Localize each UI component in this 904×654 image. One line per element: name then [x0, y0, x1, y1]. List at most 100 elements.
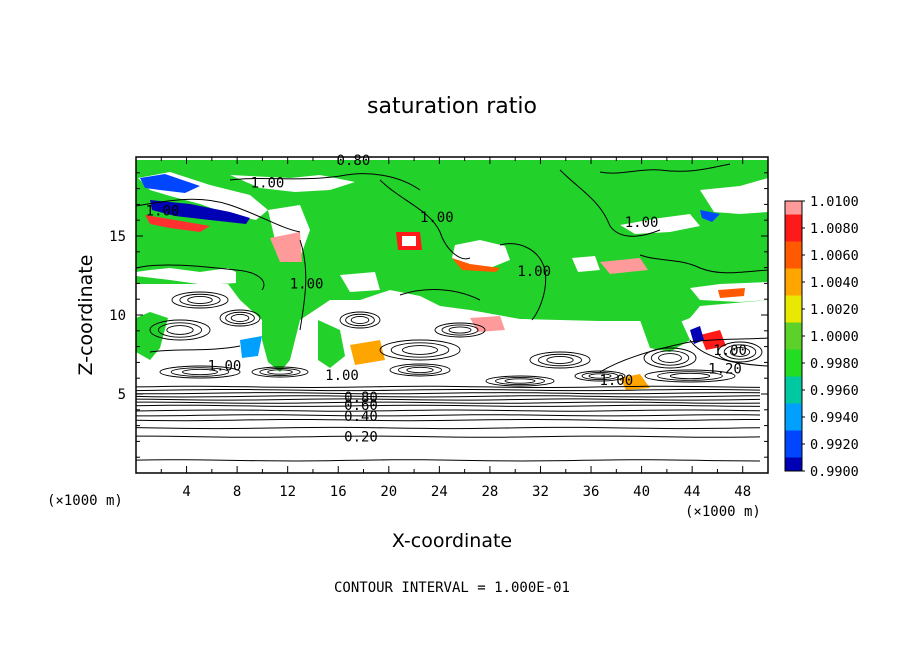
contour-line [658, 353, 682, 363]
contour-line [379, 339, 461, 361]
contour-line [529, 351, 591, 369]
field-anomaly-patch [700, 178, 768, 214]
colorbar-swatch [785, 322, 802, 337]
contour-label: 1.00 [290, 276, 324, 292]
contour-line [581, 371, 619, 381]
contour-line [136, 264, 265, 291]
x-tick-label: 32 [532, 484, 549, 500]
contour-line [251, 366, 309, 378]
contour-interval-label: CONTOUR INTERVAL = 1.000E-01 [334, 580, 570, 596]
x-tick-label: 20 [380, 484, 397, 500]
x-tick-label: 36 [583, 484, 600, 500]
contour-line [599, 163, 731, 174]
x-tick-label: 16 [330, 484, 347, 500]
field-anomaly-patch [690, 326, 704, 344]
colorbar-label: 0.9960 [810, 383, 859, 399]
contour-line [136, 419, 760, 422]
colorbar-swatch [785, 390, 802, 404]
y-axis-ticks: 5 10 15 [109, 172, 768, 458]
field-anomaly-patch [600, 258, 648, 274]
contour-line [588, 373, 612, 379]
colorbar-swatch [785, 214, 802, 229]
contour-line [171, 291, 229, 309]
saturated-tongue [640, 318, 690, 352]
contour-label: 1.00 [420, 210, 454, 226]
contour-label: 0.80 [344, 390, 378, 406]
z-unit-label: (×1000 m) [47, 493, 123, 509]
saturated-tongue [262, 260, 305, 372]
contour-line [136, 398, 761, 401]
contour-line [434, 322, 486, 338]
contour-line [599, 337, 768, 373]
contour-line [639, 254, 768, 274]
contour-line [406, 366, 434, 374]
field-anomaly-patch [700, 210, 720, 222]
field-anomaly-patch [572, 256, 600, 272]
colorbar-swatch [785, 430, 802, 445]
contour-line [159, 365, 241, 379]
contour-line [537, 353, 583, 367]
contour-line [729, 347, 751, 357]
colorbar-swatch [785, 363, 802, 377]
colorbar-swatch [785, 295, 802, 310]
colorbar-label: 1.0080 [810, 221, 859, 237]
colorbar-label: 0.9980 [810, 356, 859, 372]
contour-line [219, 309, 261, 327]
colorbar-swatch [785, 376, 802, 391]
contour-line [166, 325, 194, 335]
field-anomaly-patch [340, 272, 380, 292]
colorbar-swatch [785, 403, 802, 418]
contour-line [379, 179, 471, 260]
x-tick-label: 40 [633, 484, 650, 500]
colorbar-swatch [785, 282, 802, 296]
contour-line [441, 324, 479, 336]
field-anomaly-patch [402, 236, 416, 246]
colorbar-label: 1.0100 [810, 194, 859, 210]
contour-line [644, 369, 736, 383]
y-tick-label: 15 [109, 229, 126, 245]
x-axis-label: X-coordinate [392, 530, 512, 552]
contour-line [499, 243, 547, 321]
saturated-tongue [136, 312, 168, 360]
contour-line [345, 313, 375, 327]
dry-pocket [136, 268, 236, 285]
colorbar-label: 1.0040 [810, 275, 859, 291]
contour-line [339, 311, 381, 329]
field-anomaly-patch [718, 288, 745, 298]
contour-label: 1.00 [599, 373, 633, 389]
contour-label: 1.00 [625, 215, 659, 231]
x-tick-label: 44 [684, 484, 701, 500]
colorbar-swatch [785, 457, 802, 472]
colorbar-label: 0.9940 [810, 410, 859, 426]
contour-line [181, 368, 219, 376]
contour-line [149, 345, 241, 353]
dry-band [136, 284, 768, 373]
contour-line [136, 409, 761, 412]
contour-line [657, 371, 723, 381]
contour-labels: 0.200.400.600.800.801.001.00 1.00 1.001.00… [146, 153, 747, 446]
field-anomaly-patch [350, 340, 385, 365]
field-anomaly-patch [230, 175, 355, 192]
contour-line [259, 367, 301, 377]
colorbar-swatch [785, 228, 802, 242]
contour-line [136, 435, 761, 438]
colorbar-swatch [785, 349, 802, 364]
contour-line [299, 239, 307, 331]
colorbar-swatch [785, 268, 802, 283]
contour-line [136, 389, 761, 392]
contour-label: 0.20 [344, 430, 378, 446]
y-tick-label: 10 [109, 308, 126, 324]
contour-label: 0.80 [337, 153, 371, 169]
contour-label: 1.00 [325, 368, 359, 384]
contour-line [136, 198, 301, 233]
contour-line [399, 289, 481, 301]
contour-line [485, 375, 555, 387]
contour-label: 1.00 [517, 264, 551, 280]
contour-lines [136, 163, 768, 462]
field-anomaly-patch [240, 336, 262, 358]
contour-label: 1.00 [146, 204, 180, 220]
contour-line [401, 345, 439, 355]
contour-line [136, 426, 761, 430]
contour-line [723, 344, 757, 360]
